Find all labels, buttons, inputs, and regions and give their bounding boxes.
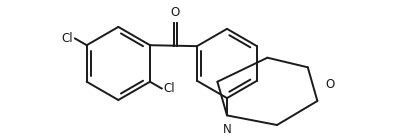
Text: N: N <box>223 123 231 136</box>
Text: Cl: Cl <box>164 82 175 95</box>
Text: Cl: Cl <box>61 32 73 45</box>
Text: O: O <box>325 78 335 91</box>
Text: O: O <box>170 6 179 19</box>
